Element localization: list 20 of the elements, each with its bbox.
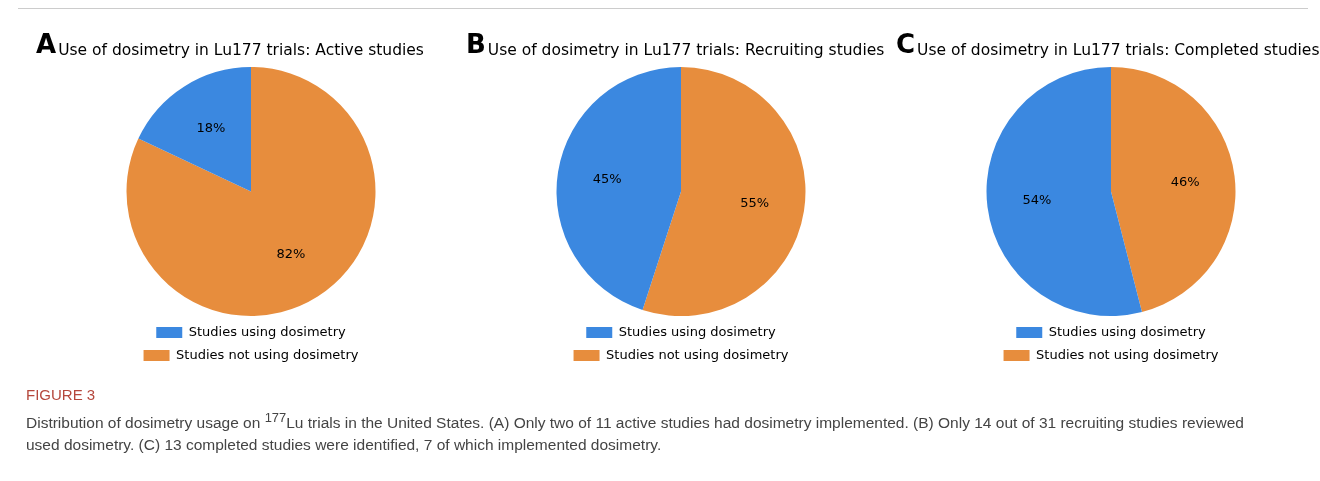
- data-label: 45%: [592, 171, 622, 187]
- data-label: 18%: [196, 119, 226, 135]
- data-label: 82%: [276, 245, 306, 261]
- data-label: 55%: [740, 194, 770, 210]
- text: Distribution of dosimetry usage on $^{177}$Lu trials in the United States. (A) Only two of 11 active studies had dosimetry implemented. (B) Only 14 out of 31 recruiting studies reviewed used dosimetry. (C) 13 completed studies were identified, 7 of which implemented dosimetry.: [26, 409, 1245, 456]
- legend-label: Studies not using dosimetry: [1036, 346, 1219, 362]
- chart-title: Use of dosimetry in Lu177 trials: Completed studies: [917, 41, 1320, 59]
- legend-label: Studies using dosimetry: [188, 323, 347, 339]
- text: A: [36, 29, 57, 59]
- chart-title: Use of dosimetry in Lu177 trials: Active studies: [58, 41, 424, 59]
- legend-label: Studies using dosimetry: [618, 323, 777, 339]
- chart-title: Use of dosimetry in Lu177 trials: Recruiting studies: [487, 41, 885, 59]
- legend-label: Studies not using dosimetry: [176, 346, 359, 362]
- text: C: [896, 29, 916, 59]
- text: FIGURE 3: [26, 386, 97, 403]
- text: B: [466, 29, 486, 59]
- data-label: 54%: [1022, 192, 1052, 208]
- data-label: 46%: [1170, 173, 1200, 189]
- legend-label: Studies using dosimetry: [1048, 323, 1207, 339]
- legend-label: Studies not using dosimetry: [606, 346, 789, 362]
